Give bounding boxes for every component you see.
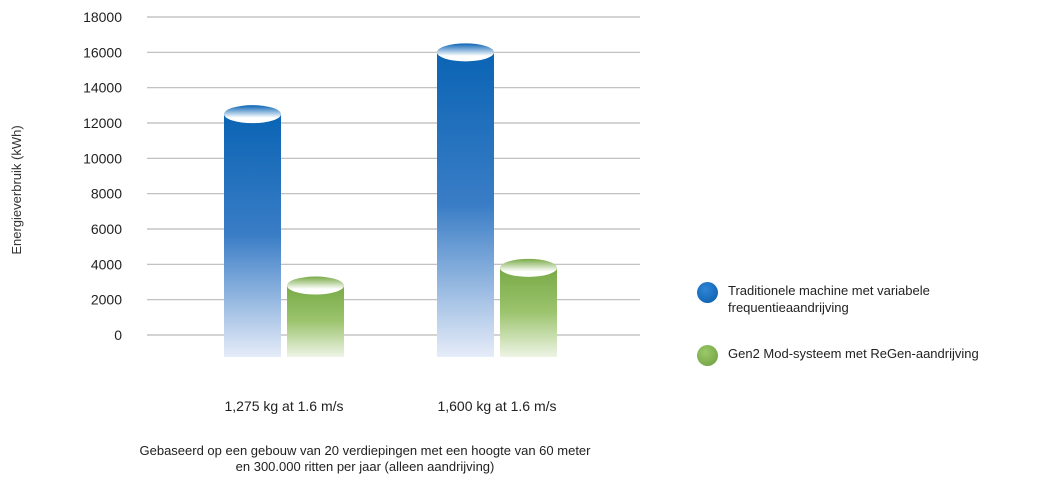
gridlines: [147, 16, 640, 336]
footnote-line-1: Gebaseerd op een gebouw van 20 verdiepin…: [139, 443, 591, 458]
legend-item-traditional: Traditionele machine met variabele frequ…: [697, 282, 1018, 316]
y-tick-label: 0: [114, 327, 122, 343]
y-tick-label: 8000: [91, 186, 122, 202]
legend-item-gen2: Gen2 Mod-systeem met ReGen-aandrijving: [697, 345, 1018, 366]
bar-top-cap: [500, 258, 557, 277]
legend-swatch-green: [697, 345, 718, 366]
y-tick-label: 6000: [91, 221, 122, 237]
bars: [224, 43, 557, 358]
y-tick-label: 4000: [91, 256, 122, 272]
y-tick-label: 12000: [83, 115, 122, 131]
y-tick-label: 2000: [91, 292, 122, 308]
y-tick-label: 10000: [83, 150, 122, 166]
bar-traditional: [224, 114, 281, 358]
bar-gen2: [500, 267, 557, 357]
legend-label: Traditionele machine met variabele frequ…: [728, 283, 930, 315]
bar-traditional: [437, 52, 494, 357]
y-axis-label: Energieverbruik (kWh): [9, 125, 24, 254]
x-category-label: 1,600 kg at 1.6 m/s: [437, 398, 556, 414]
bar-top-cap: [437, 43, 494, 62]
bar-gen2: [287, 285, 344, 357]
y-axis-ticks: 0 2000 4000 6000 8000 10000 12000 14000 16000 180…: [83, 9, 122, 343]
y-tick-label: 18000: [83, 9, 122, 25]
footnote: Gebaseerd op een gebouw van 20 verdiepin…: [60, 443, 670, 475]
legend-swatch-blue: [697, 282, 718, 303]
x-category-label: 1,275 kg at 1.6 m/s: [224, 398, 343, 414]
bar-top-cap: [224, 105, 281, 124]
bar-top-cap: [287, 276, 344, 295]
y-tick-label: 14000: [83, 80, 122, 96]
x-axis-categories: 1,275 kg at 1.6 m/s 1,600 kg at 1.6 m/s: [224, 398, 556, 414]
legend-label: Gen2 Mod-systeem met ReGen-aandrijving: [728, 346, 979, 361]
y-tick-label: 16000: [83, 44, 122, 60]
footnote-line-2: en 300.000 ritten per jaar (alleen aandr…: [235, 459, 495, 474]
